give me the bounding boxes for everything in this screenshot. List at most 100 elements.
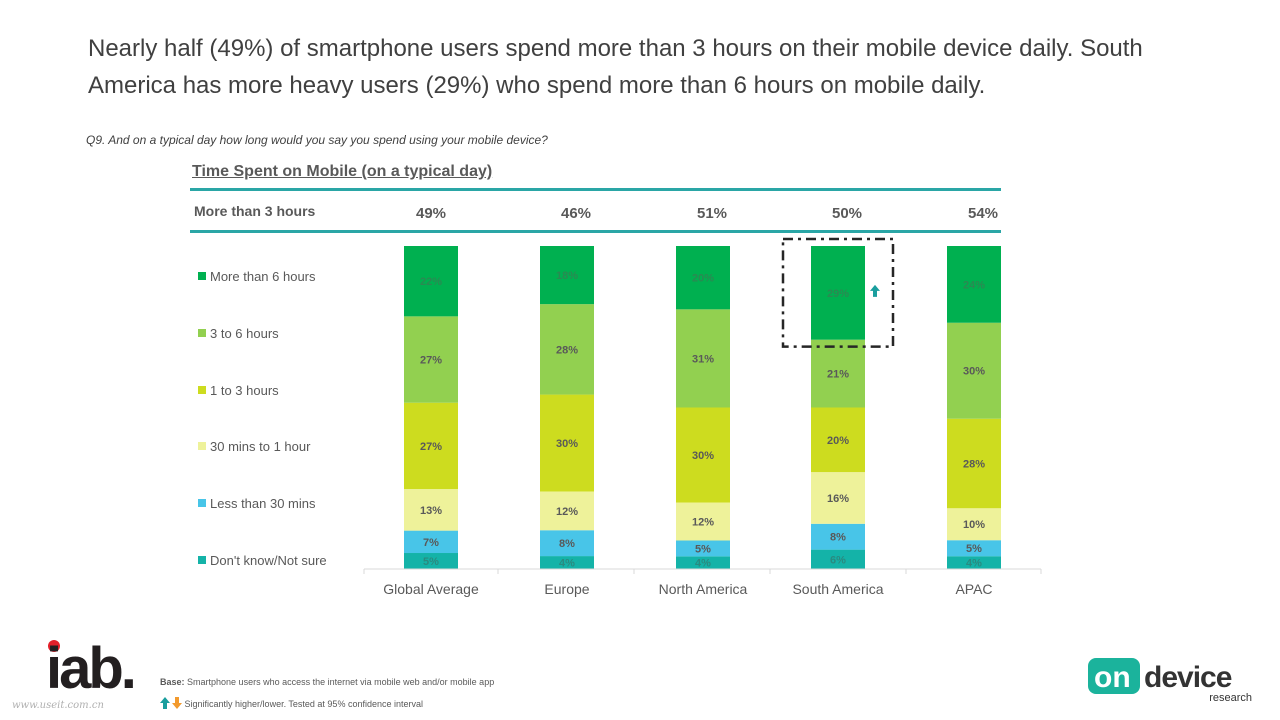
headline: Nearly half (49%) of smartphone users sp… <box>88 35 1143 99</box>
bar-segment-europe-3-to-6-hours <box>540 304 594 395</box>
legend-label: More than 6 hours <box>210 269 316 284</box>
band-value-europe: 46% <box>560 205 592 222</box>
legend-swatch <box>198 272 206 280</box>
data-label: 20% <box>692 273 714 285</box>
band-rule-bottom <box>190 230 1001 233</box>
legend-label: 30 mins to 1 hour <box>210 439 311 454</box>
data-label: 29% <box>827 288 849 300</box>
legend-swatch <box>198 442 206 450</box>
bar-segment-north-america-1-to-3-hours <box>676 407 730 503</box>
bar-segment-apac-don-t-know-not-sure <box>947 556 1001 569</box>
significance-arrows-icon <box>160 697 182 709</box>
legend-item-dont-know: Don't know/Not sure <box>198 553 327 569</box>
bar-segment-south-america-don-t-know-not-sure <box>811 549 865 569</box>
bar-segment-north-america-30-mins-to-1-hour <box>676 502 730 541</box>
band-label: More than 3 hours <box>194 203 316 219</box>
watermark: www.useit.com.cn <box>12 700 104 711</box>
band-value-south-america: 50% <box>831 205 863 222</box>
bar-segment-north-america-less-than-30-mins <box>676 540 730 557</box>
data-label: 30% <box>963 366 985 378</box>
bar-segment-apac-more-than-6-hours <box>947 246 1001 323</box>
legend-label: Don't know/Not sure <box>210 553 327 568</box>
data-label: 12% <box>692 517 714 529</box>
bar-segment-north-america-3-to-6-hours <box>676 309 730 408</box>
bar-segment-global-average-more-than-6-hours <box>404 246 458 317</box>
legend-swatch <box>198 329 206 337</box>
legend-item-more-than-6: More than 6 hours <box>198 269 316 285</box>
bar-segment-europe-30-mins-to-1-hour <box>540 491 594 531</box>
significantly-higher-arrow-icon <box>870 284 880 297</box>
ondevice-logo-on: on <box>1094 661 1131 694</box>
data-label: 24% <box>963 279 985 291</box>
data-label: 20% <box>827 435 849 447</box>
ondevice-logo-badge <box>1088 658 1140 694</box>
bar-segment-south-america-1-to-3-hours <box>811 407 865 473</box>
band-value-north-america: 51% <box>696 205 728 222</box>
bar-segment-apac-less-than-30-mins <box>947 540 1001 557</box>
chart-title: Time Spent on Mobile (on a typical day) <box>192 163 493 180</box>
data-label: 30% <box>692 450 714 462</box>
base-text: Smartphone users who access the internet… <box>187 677 495 687</box>
band-rule-top <box>190 188 1001 191</box>
data-label: 13% <box>420 505 442 517</box>
ondevice-logo-research: research <box>1209 692 1252 704</box>
legend-item-1-to-3: 1 to 3 hours <box>198 383 279 399</box>
data-label: 5% <box>423 556 439 568</box>
legend-swatch <box>198 499 206 507</box>
legend-label: Less than 30 mins <box>210 496 316 511</box>
highlight-box <box>781 237 895 348</box>
bar-segment-global-average-30-mins-to-1-hour <box>404 489 458 531</box>
bar-segment-global-average-1-to-3-hours <box>404 402 458 490</box>
bar-segment-apac-30-mins-to-1-hour <box>947 508 1001 541</box>
bar-segment-north-america-don-t-know-not-sure <box>676 556 730 569</box>
x-tick-label: South America <box>792 581 883 597</box>
data-label: 31% <box>692 353 714 365</box>
band-value-apac: 54% <box>967 205 999 222</box>
x-tick-label: APAC <box>955 581 992 597</box>
iab-logo-dot-red <box>48 640 60 652</box>
bar-segment-europe-don-t-know-not-sure <box>540 556 594 569</box>
bar-segment-south-america-less-than-30-mins <box>811 523 865 550</box>
legend-swatch <box>198 556 206 564</box>
bar-segment-south-america-3-to-6-hours <box>811 339 865 408</box>
data-label: 28% <box>963 458 985 470</box>
bar-segment-global-average-less-than-30-mins <box>404 530 458 554</box>
data-label: 30% <box>556 438 578 450</box>
bar-segment-south-america-more-than-6-hours <box>811 246 865 340</box>
bar-segment-europe-more-than-6-hours <box>540 246 594 305</box>
bar-segment-south-america-30-mins-to-1-hour <box>811 472 865 524</box>
data-label: 27% <box>420 355 442 367</box>
bar-segment-global-average-3-to-6-hours <box>404 316 458 403</box>
data-label: 28% <box>556 344 578 356</box>
bar-segment-apac-1-to-3-hours <box>947 418 1001 509</box>
iab-logo: iab. <box>46 636 137 698</box>
bar-segment-europe-1-to-3-hours <box>540 394 594 492</box>
data-label: 10% <box>963 519 985 531</box>
x-tick-label: Global Average <box>383 581 479 597</box>
data-label: 8% <box>830 532 846 544</box>
data-label: 16% <box>827 493 849 505</box>
data-label: 4% <box>559 558 575 570</box>
base-note: Base: Smartphone users who access the in… <box>160 677 494 687</box>
bar-segment-global-average-don-t-know-not-sure <box>404 553 458 569</box>
data-label: 6% <box>830 554 846 566</box>
data-label: 22% <box>420 276 442 288</box>
x-tick-label: Europe <box>544 581 589 597</box>
data-label: 7% <box>423 537 439 549</box>
data-label: 5% <box>695 543 711 555</box>
data-label: 8% <box>559 538 575 550</box>
data-label: 27% <box>420 441 442 453</box>
bar-segment-europe-less-than-30-mins <box>540 530 594 557</box>
data-label: 4% <box>966 558 982 570</box>
base-label: Base: <box>160 677 185 687</box>
significance-text: Significantly higher/lower. Tested at 95… <box>184 699 423 709</box>
data-label: 5% <box>966 543 982 555</box>
data-label: 18% <box>556 270 578 282</box>
data-label: 21% <box>827 369 849 381</box>
legend-label: 1 to 3 hours <box>210 383 279 398</box>
bar-segment-north-america-more-than-6-hours <box>676 246 730 310</box>
ondevice-research-logo: on device research <box>1088 658 1252 704</box>
legend-label: 3 to 6 hours <box>210 326 279 341</box>
data-label: 12% <box>556 506 578 518</box>
